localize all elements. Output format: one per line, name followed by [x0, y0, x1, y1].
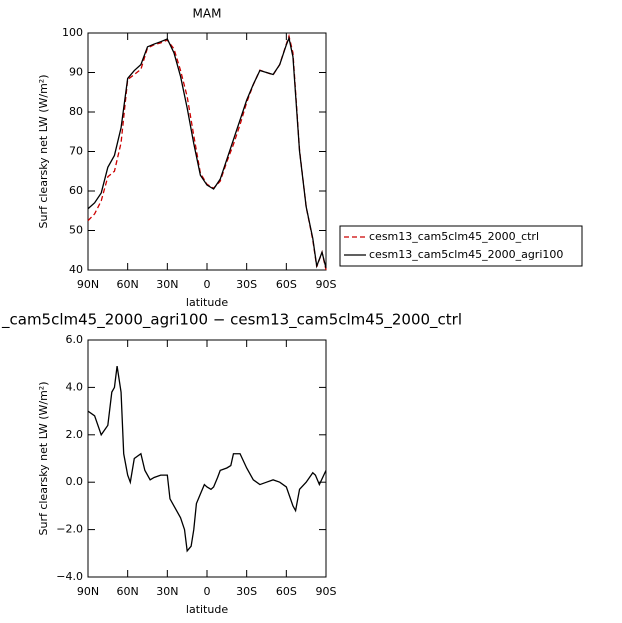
data-line: [87, 365, 327, 553]
y-tick-label: 6.0: [66, 333, 84, 346]
x-tick-label: 30S: [236, 278, 257, 291]
data-line: [87, 33, 327, 271]
y-tick-label: 90: [69, 66, 83, 79]
x-tick-label: 30N: [156, 278, 178, 291]
y-tick-label: −2.0: [56, 523, 83, 536]
x-tick-label: 0: [204, 278, 211, 291]
legend-box: [339, 225, 583, 267]
data-line: [87, 35, 327, 269]
y-tick-label: 80: [69, 105, 83, 118]
plot-frame: [87, 32, 327, 271]
y-axis-label: Surf clearsky net LW (W/m²): [37, 381, 50, 535]
chart-title: _cam5clm45_2000_agri100 − cesm13_cam5clm…: [1, 311, 462, 330]
x-tick-label: 0: [204, 585, 211, 598]
y-tick-label: 40: [69, 263, 83, 276]
y-tick-label: −4.0: [56, 570, 83, 583]
x-tick-label: 90N: [77, 585, 99, 598]
x-tick-label: 60N: [117, 585, 139, 598]
y-axis-label: Surf clearsky net LW (W/m²): [37, 74, 50, 228]
legend-label: cesm13_cam5clm45_2000_ctrl: [369, 230, 539, 243]
y-tick-label: 60: [69, 184, 83, 197]
y-tick-label: 50: [69, 224, 83, 237]
x-tick-label: 60N: [117, 278, 139, 291]
y-tick-label: 2.0: [66, 428, 84, 441]
x-tick-label: 30N: [156, 585, 178, 598]
x-tick-label: 60S: [276, 585, 297, 598]
x-tick-label: 30S: [236, 585, 257, 598]
y-tick-label: 100: [62, 26, 83, 39]
x-axis-label: latitude: [186, 603, 228, 616]
y-tick-label: 0.0: [66, 475, 84, 488]
x-axis-label: latitude: [186, 296, 228, 309]
y-tick-label: 4.0: [66, 380, 84, 393]
x-tick-label: 90S: [316, 585, 337, 598]
x-tick-label: 60S: [276, 278, 297, 291]
x-tick-label: 90S: [316, 278, 337, 291]
x-tick-label: 90N: [77, 278, 99, 291]
chart-title: MAM: [193, 7, 222, 21]
y-tick-label: 70: [69, 145, 83, 158]
legend-label: cesm13_cam5clm45_2000_agri100: [369, 248, 563, 261]
plot-frame: [87, 339, 327, 578]
